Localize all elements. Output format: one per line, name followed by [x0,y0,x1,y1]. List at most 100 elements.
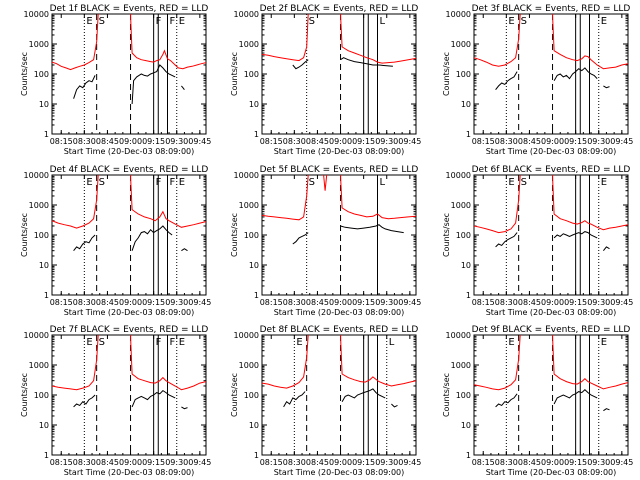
x-tick-label: 09:30 [375,137,398,146]
marker-label: E [86,337,92,348]
marker-label: S [521,177,527,188]
x-tick-label: 09:00 [119,458,142,467]
y-axis-label: Counts/sec [20,52,29,96]
x-tick-label: 08:30 [495,458,518,467]
marker-label: E [508,16,514,27]
series-line-lld [52,175,99,229]
x-tick-label: 09:30 [375,458,398,467]
y-tick-label: 100 [456,231,471,240]
panel-det-3f: Det 3f BLACK = Events, RED = LLD 1 10 100 10… [442,4,633,156]
marker-label: L [389,337,395,348]
marker-label: E [86,16,92,27]
panel-title: Det 7f BLACK = Events, RED = LLD [50,325,209,335]
series-line-lld [474,335,521,391]
y-tick-label: 100 [456,391,471,400]
marker-label: E [296,337,302,348]
x-tick-label: 09:30 [165,298,188,307]
marker-label: L [380,16,386,27]
plot-frame [261,334,417,456]
y-tick-label: 1000 [451,361,471,370]
x-tick-label: 09:15 [142,298,165,307]
series-line-lld [340,14,416,64]
y-tick-label: 100 [34,391,49,400]
panel-title: Det 9f BLACK = Events, RED = LLD [472,325,631,335]
series-line-events [340,224,404,234]
panel-det-7f: Det 7f BLACK = Events, RED = LLD 1 10 100 10… [20,325,211,477]
x-tick-label: 09:30 [375,298,398,307]
y-tick-label: 1000 [239,40,259,49]
plot-frame [473,334,629,456]
y-tick-label: 10000 [446,171,471,180]
y-tick-label: 100 [244,231,259,240]
y-tick-label: 100 [34,231,49,240]
panel-det-8f: Det 8f BLACK = Events, RED = LLD 1 10 100 10… [230,325,421,477]
x-tick-label: 08:15 [260,298,283,307]
x-tick-label: 08:45 [518,298,541,307]
x-tick-label: 09:45 [188,137,211,146]
x-tick-label: 09:30 [587,137,610,146]
series-line-events [495,393,518,408]
series-line-lld [323,175,328,191]
series-line-events [391,403,398,408]
x-tick-label: 09:00 [541,298,564,307]
y-tick-label: 10000 [446,331,471,340]
x-axis-label: Start Time (20-Dec-03 08:09:00) [274,468,405,477]
y-axis-label: Counts/sec [442,213,451,257]
y-tick-label: 10 [249,100,259,109]
y-tick-label: 1 [466,130,471,139]
x-tick-label: 09:45 [398,458,421,467]
x-tick-label: 08:30 [73,458,96,467]
x-axis-label: Start Time (20-Dec-03 08:09:00) [64,308,195,317]
y-tick-label: 100 [244,70,259,79]
x-tick-label: 09:00 [329,298,352,307]
marker-label: S [99,16,105,27]
plot-frame [261,174,417,296]
series-line-lld [52,14,99,71]
plot-area: ESFFE [52,175,206,295]
panel-det-5f: Det 5f BLACK = Events, RED = LLD 1 10 100 10… [230,165,421,317]
series-line-events [603,85,610,89]
panel-title: Det 4f BLACK = Events, RED = LLD [50,165,209,175]
x-tick-label: 09:15 [564,298,587,307]
y-tick-label: 1 [44,130,49,139]
panel-title: Det 2f BLACK = Events, RED = LLD [260,4,419,14]
y-axis-label: Counts/sec [442,373,451,417]
y-axis-label: Counts/sec [442,52,451,96]
panel-title: Det 5f BLACK = Events, RED = LLD [260,165,419,175]
x-tick-label: 08:15 [472,458,495,467]
x-tick-label: 09:30 [587,458,610,467]
y-tick-label: 100 [244,391,259,400]
plot-frame [473,13,629,135]
x-tick-label: 08:30 [495,298,518,307]
panel-title: Det 6f BLACK = Events, RED = LLD [472,165,631,175]
series-line-events [73,75,96,99]
y-tick-label: 10000 [234,171,259,180]
x-tick-label: 09:15 [142,458,165,467]
series-line-events [553,67,598,81]
x-axis-label: Start Time (20-Dec-03 08:09:00) [274,308,405,317]
y-tick-label: 1 [44,451,49,460]
panel-det-6f: Det 6f BLACK = Events, RED = LLD 1 10 100 10… [442,165,633,317]
plot-frame [51,334,207,456]
x-axis-label: Start Time (20-Dec-03 08:09:00) [274,147,405,156]
x-tick-label: 08:45 [306,298,329,307]
series-line-lld [552,335,628,390]
panel-det-2f: Det 2f BLACK = Events, RED = LLD 1 10 100 10… [230,4,421,156]
plot-frame [51,174,207,296]
x-tick-label: 09:15 [352,298,375,307]
y-tick-label: 1000 [29,201,49,210]
x-tick-label: 08:30 [73,137,96,146]
x-tick-label: 09:45 [610,137,633,146]
y-tick-label: 1000 [239,201,259,210]
y-tick-label: 1 [466,291,471,300]
y-axis-label: Counts/sec [230,213,239,257]
series-line-events [181,85,185,90]
x-axis-label: Start Time (20-Dec-03 08:09:00) [486,468,617,477]
series-line-events [340,57,393,67]
marker-label: E [179,337,185,348]
marker-label: S [309,177,315,188]
